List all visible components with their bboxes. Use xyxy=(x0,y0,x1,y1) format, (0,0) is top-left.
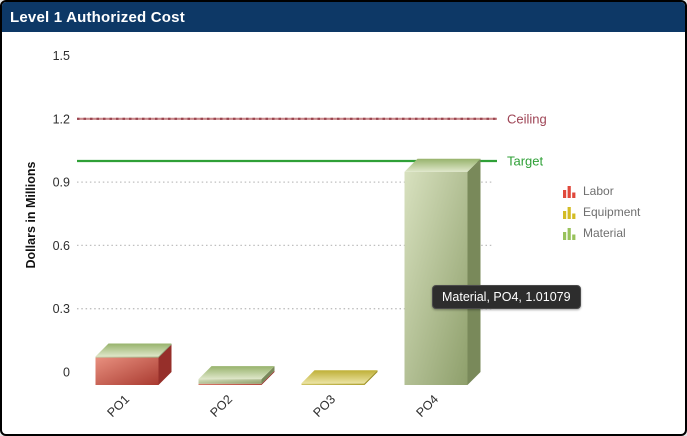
legend: Labor Equipment Material xyxy=(563,182,640,241)
bar-po2-material[interactable] xyxy=(198,366,275,384)
bar-po1-material[interactable] xyxy=(95,343,172,358)
x-tick-po4: PO4 xyxy=(414,392,442,420)
y-tick-0.6: 0.6 xyxy=(53,239,70,253)
legend-label: Equipment xyxy=(583,204,641,219)
legend-item-equipment[interactable]: Equipment xyxy=(563,203,640,220)
legend-item-material[interactable]: Material xyxy=(563,224,640,241)
bar-po4-material[interactable] xyxy=(404,158,481,385)
window-header: Level 1 Authorized Cost xyxy=(2,2,685,32)
y-tick-1.2: 1.2 xyxy=(53,112,70,126)
y-tick-0.3: 0.3 xyxy=(53,302,70,316)
bar-po2-labor[interactable] xyxy=(198,370,275,385)
bar-po3-equipment[interactable] xyxy=(301,370,378,385)
x-tick-po2: PO2 xyxy=(208,392,236,420)
legend-material-bars-icon xyxy=(563,227,576,240)
bars-layer xyxy=(95,158,481,385)
page-title: Level 1 Authorized Cost xyxy=(10,8,185,26)
x-tick-po3: PO3 xyxy=(311,392,339,420)
legend-label: Labor xyxy=(583,183,614,198)
y-tick-1.5: 1.5 xyxy=(53,49,70,63)
x-tick-po1: PO1 xyxy=(105,392,133,420)
legend-label: Material xyxy=(583,225,626,240)
legend-equipment-bars-icon xyxy=(563,206,576,219)
ceiling-label: Ceiling xyxy=(507,111,547,126)
target-label: Target xyxy=(507,154,544,169)
legend-labor-bars-icon xyxy=(563,185,576,198)
gridlines-layer xyxy=(77,181,492,310)
y-tick-0: 0 xyxy=(63,366,70,380)
legend-item-labor[interactable]: Labor xyxy=(563,182,640,199)
tooltip: Material, PO4, 1.01079 xyxy=(432,285,581,309)
y-axis-title: Dollars in Millions xyxy=(24,161,38,268)
bar-po1-labor[interactable] xyxy=(95,344,172,385)
y-tick-0.9: 0.9 xyxy=(53,176,70,190)
